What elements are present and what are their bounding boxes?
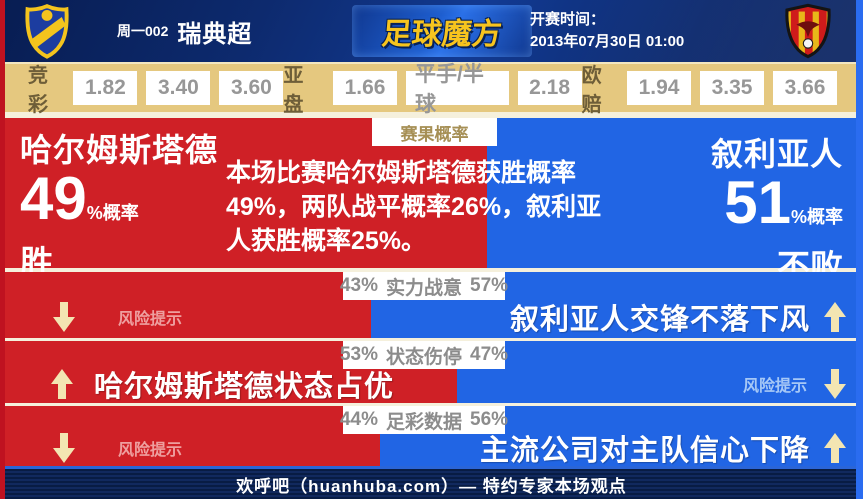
league-name: 瑞典超 (177, 20, 253, 48)
home-team-crest (22, 3, 72, 64)
factor-statement-text: 叙利亚人交锋不落下风 (509, 304, 810, 336)
away-factor-percent: 47% (470, 344, 509, 365)
odds-value: 3.60 (219, 71, 284, 105)
odds-group-jingcai: 竞彩 1.82 3.40 3.60 (28, 59, 284, 117)
home-probability-block: 哈尔姆斯塔德 49%概率 胜 (0, 118, 487, 281)
odds-group-yapan: 亚盘 1.66 平手/半球 2.18 (283, 59, 582, 117)
odds-label-yapan: 亚盘 (283, 65, 304, 116)
home-factor-percent: 43% (339, 275, 378, 296)
odds-handicap: 平手/半球 (406, 63, 509, 116)
away-factor-percent: 56% (470, 409, 509, 430)
home-risk-warning: 风险提示 (52, 296, 182, 338)
away-crest-icon (785, 3, 831, 59)
factor-row-strength: 风险提示 叙利亚人交锋不落下风 43% 实力战意 57% (0, 272, 863, 338)
factor-statement: 哈尔姆斯塔德状态占优 (50, 365, 394, 403)
factor-statement-text: 主流公司对主队信心下降 (479, 435, 810, 467)
home-win-probability: 49%概率 (20, 169, 487, 244)
away-team-crest (783, 3, 833, 64)
factor-row-lottery-data: 风险提示 主流公司对主队信心下降 44% 足彩数据 56% (0, 406, 863, 467)
home-factor-percent: 53% (339, 344, 378, 365)
arrow-up-icon (823, 432, 847, 464)
odds-value: 3.40 (146, 71, 211, 105)
odds-group-oupei: 欧赔 1.94 3.35 3.66 (582, 59, 837, 117)
arrow-up-icon (823, 301, 847, 333)
home-risk-warning: 风险提示 (52, 430, 182, 466)
risk-warning-label: 风险提示 (742, 378, 807, 395)
factor-statement: 叙利亚人交锋不落下风 (510, 296, 847, 338)
home-factor-bar: 风险提示 (0, 272, 372, 338)
section-divider (0, 338, 863, 341)
factor-statement-text: 哈尔姆斯塔德状态占优 (94, 371, 395, 403)
odds-value: 2.18 (517, 71, 582, 105)
odds-value: 1.66 (333, 71, 398, 105)
away-probability-block: 叙利亚人 51%概率 不败 (486, 118, 863, 285)
factor-percentage-label: 44% 足彩数据 56% (339, 406, 509, 434)
risk-warning-label: 风险提示 (118, 442, 183, 459)
section-divider (0, 403, 863, 406)
factor-row-form: 哈尔姆斯塔德状态占优 风险提示 53% 状态伤停 47% (0, 341, 863, 403)
away-factor-percent: 57% (470, 275, 509, 296)
away-factor-bar: 风险提示 (457, 341, 863, 403)
result-probability-section: 哈尔姆斯塔德 49%概率 胜 叙利亚人 51%概率 不败 赛果概率 本场比赛哈尔… (0, 118, 863, 285)
site-logo-text: 足球魔方 (380, 18, 504, 51)
home-factor-bar: 风险提示 (0, 406, 380, 466)
home-percent-suffix: %概率 (86, 203, 139, 223)
odds-label-jingcai: 竞彩 (28, 65, 48, 116)
odds-value: 3.35 (700, 71, 764, 105)
away-percent-value: 51 (724, 169, 791, 236)
site-logo[interactable]: 足球魔方 (352, 5, 532, 57)
arrow-down-icon (823, 368, 847, 400)
odds-bar: 竞彩 1.82 3.40 3.60 亚盘 1.66 平手/半球 2.18 欧赔 … (0, 62, 863, 116)
factor-percentage-label: 43% 实力战意 57% (339, 272, 509, 300)
away-team-name: 叙利亚人 (710, 136, 843, 172)
home-color-edge (0, 0, 5, 499)
section-divider (0, 112, 863, 118)
away-color-edge (856, 0, 863, 499)
match-number: 周一002 (117, 23, 169, 39)
factor-name: 状态伤停 (386, 346, 463, 368)
footer-bar: 欢呼吧（huanhuba.com）— 特约专家本场观点 (0, 466, 863, 499)
home-percent-value: 49 (20, 165, 87, 232)
factor-percentage-label: 53% 状态伤停 47% (339, 341, 509, 369)
arrow-down-icon (52, 301, 76, 333)
away-risk-warning: 风险提示 (743, 365, 847, 403)
kickoff-time: 2013年07月30日 01:00 (530, 33, 685, 50)
odds-value: 1.82 (73, 71, 138, 105)
away-percent-suffix: %概率 (790, 207, 843, 227)
home-crest-icon (25, 3, 69, 59)
match-title: 周一002 瑞典超 (117, 0, 252, 62)
section-divider (0, 268, 863, 272)
kickoff-info: 开赛时间： 2013年07月30日 01:00 (530, 9, 684, 53)
risk-warning-label: 风险提示 (118, 311, 183, 328)
footer-site-link[interactable]: 欢呼吧（huanhuba.com）— 特约专家本场观点 (236, 476, 627, 496)
match-header: 周一002 瑞典超 足球魔方 开赛时间： 2013年07月30日 01:00 (0, 0, 863, 62)
odds-value: 1.94 (627, 71, 691, 105)
result-probability-badge: 赛果概率 (372, 118, 497, 146)
odds-value: 3.66 (773, 71, 837, 105)
arrow-down-icon (52, 432, 76, 464)
factor-name: 实力战意 (386, 277, 463, 299)
kickoff-label: 开赛时间： (530, 11, 606, 28)
home-team-name: 哈尔姆斯塔德 (20, 132, 219, 168)
factor-statement: 主流公司对主队信心下降 (479, 430, 847, 467)
arrow-up-icon (50, 368, 74, 400)
probability-summary-text: 本场比赛哈尔姆斯塔德获胜概率49%，两队战平概率26%，叙利亚人获胜概率25%。 (226, 159, 602, 255)
away-unbeaten-probability: 51%概率 (487, 173, 843, 248)
home-factor-percent: 44% (339, 409, 378, 430)
odds-label-oupei: 欧赔 (581, 65, 602, 116)
factor-name: 足彩数据 (386, 411, 463, 433)
